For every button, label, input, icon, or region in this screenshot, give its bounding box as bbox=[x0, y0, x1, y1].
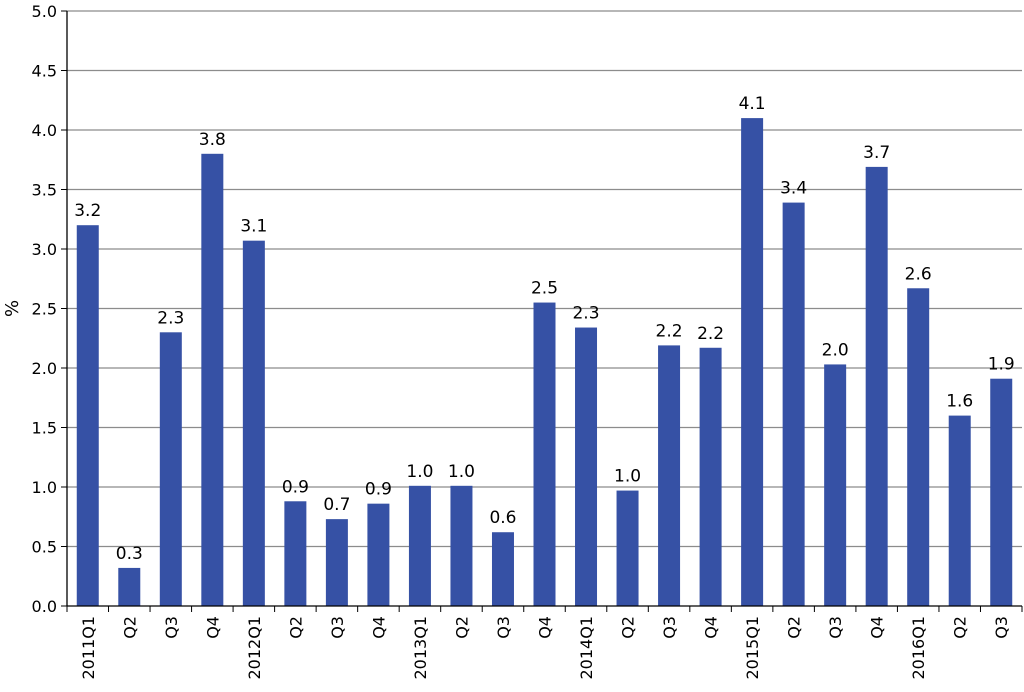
data-label: 0.3 bbox=[116, 544, 143, 564]
bar bbox=[159, 332, 182, 606]
bars bbox=[76, 118, 1013, 607]
y-tick-label: 2.5 bbox=[32, 300, 57, 319]
y-tick-label: 2.0 bbox=[32, 359, 57, 378]
x-tick-label: Q4 bbox=[369, 616, 388, 639]
y-tick-label: 0.5 bbox=[32, 538, 57, 557]
y-tick-label: 1.5 bbox=[32, 419, 57, 438]
y-tick-label: 4.0 bbox=[32, 121, 57, 140]
data-label: 3.7 bbox=[863, 143, 890, 163]
x-tick-label: Q3 bbox=[992, 616, 1011, 639]
x-tick-label: Q2 bbox=[120, 616, 139, 639]
bar bbox=[907, 288, 930, 606]
x-tick-label: 2011Q1 bbox=[79, 616, 98, 680]
data-label: 1.0 bbox=[448, 462, 475, 482]
data-label: 2.3 bbox=[157, 308, 184, 328]
y-tick-label: 0.0 bbox=[32, 597, 57, 616]
x-tick-label: Q3 bbox=[328, 616, 347, 639]
bar bbox=[699, 347, 722, 606]
x-tick-label: 2015Q1 bbox=[743, 616, 762, 680]
data-label: 2.3 bbox=[572, 304, 599, 324]
y-axis-ticks: 0.0 0.5 1.0 1.5 2.0 2.5 3.0 3.5 4.0 4.5 5.0 bbox=[32, 2, 67, 616]
x-tick-label: Q3 bbox=[826, 616, 845, 639]
data-labels: 3.2 0.3 2.3 3.8 3.1 0.9 0.7 0.9 1.0 1.0 0.6 2.5 2.3 1… bbox=[74, 94, 1015, 564]
data-label: 2.0 bbox=[822, 340, 849, 360]
y-tick-label: 3.5 bbox=[32, 181, 57, 200]
x-axis-ticks: 2011Q1 Q2 Q3 Q4 2012Q1 Q2 Q3 Q4 2013Q1 Q2 Q3 Q4 2014… bbox=[66, 606, 1023, 680]
x-tick-label: Q3 bbox=[162, 616, 181, 639]
y-tick-label: 1.0 bbox=[32, 478, 57, 497]
bar bbox=[367, 503, 390, 606]
bar bbox=[533, 302, 556, 606]
x-tick-label: Q4 bbox=[868, 616, 887, 639]
data-label: 3.4 bbox=[780, 179, 807, 199]
bar bbox=[990, 378, 1013, 606]
data-label: 4.1 bbox=[739, 94, 766, 114]
x-tick-label: 2012Q1 bbox=[245, 616, 264, 680]
bar bbox=[658, 345, 681, 606]
bar bbox=[616, 490, 639, 606]
data-label: 3.8 bbox=[199, 130, 226, 150]
bar bbox=[824, 364, 847, 606]
data-label: 1.6 bbox=[946, 392, 973, 412]
x-tick-label: Q3 bbox=[494, 616, 513, 639]
x-tick-label: Q2 bbox=[785, 616, 804, 639]
data-label: 0.9 bbox=[282, 477, 309, 497]
bar bbox=[76, 225, 99, 606]
y-tick-label: 3.0 bbox=[32, 240, 57, 259]
x-tick-label: 2016Q1 bbox=[909, 616, 928, 680]
data-label: 1.0 bbox=[614, 467, 641, 487]
data-label: 3.1 bbox=[240, 217, 267, 237]
bar bbox=[118, 567, 141, 606]
bar bbox=[242, 240, 265, 607]
data-label: 2.2 bbox=[697, 324, 724, 344]
bar bbox=[948, 415, 971, 606]
bar bbox=[491, 532, 514, 606]
data-label: 0.6 bbox=[489, 508, 516, 528]
bar bbox=[284, 501, 307, 606]
data-label: 1.9 bbox=[988, 355, 1015, 375]
y-tick-label: 4.5 bbox=[32, 62, 57, 81]
x-tick-label: Q2 bbox=[951, 616, 970, 639]
data-label: 0.7 bbox=[323, 495, 350, 515]
y-axis-label: % bbox=[2, 300, 23, 317]
x-tick-label: Q4 bbox=[536, 616, 555, 639]
x-tick-label: Q2 bbox=[452, 616, 471, 639]
bar bbox=[782, 202, 805, 606]
y-tick-label: 5.0 bbox=[32, 2, 57, 21]
data-label: 0.9 bbox=[365, 480, 392, 500]
x-tick-label: Q4 bbox=[203, 616, 222, 639]
x-tick-label: 2013Q1 bbox=[411, 616, 430, 680]
x-tick-label: Q3 bbox=[660, 616, 679, 639]
bar bbox=[450, 485, 473, 606]
bar bbox=[325, 519, 348, 606]
x-tick-label: Q2 bbox=[619, 616, 638, 639]
x-tick-label: Q4 bbox=[702, 616, 721, 639]
x-tick-label: 2014Q1 bbox=[577, 616, 596, 680]
bar bbox=[201, 153, 224, 607]
data-label: 2.2 bbox=[656, 321, 683, 341]
x-tick-label: Q2 bbox=[286, 616, 305, 639]
bar bbox=[408, 485, 431, 606]
data-label: 1.0 bbox=[406, 462, 433, 482]
data-label: 3.2 bbox=[74, 201, 101, 221]
data-label: 2.6 bbox=[905, 264, 932, 284]
data-label: 2.5 bbox=[531, 279, 558, 299]
bar bbox=[741, 118, 764, 606]
bar bbox=[865, 166, 888, 606]
bar bbox=[575, 327, 598, 606]
